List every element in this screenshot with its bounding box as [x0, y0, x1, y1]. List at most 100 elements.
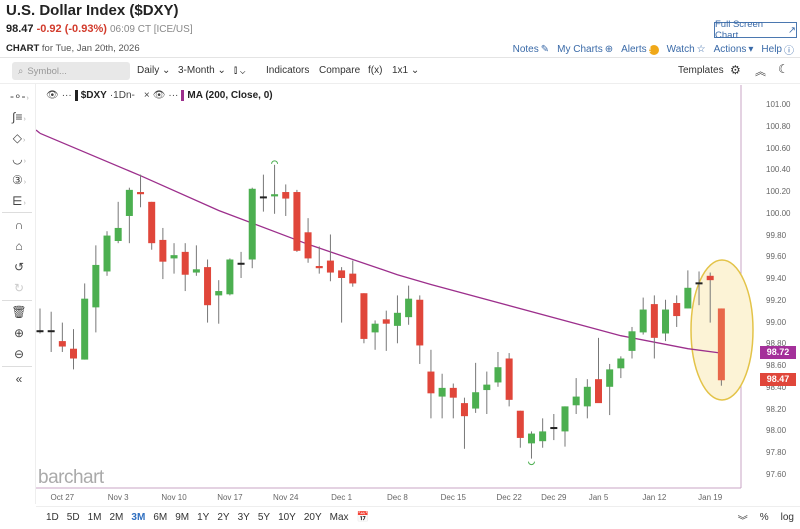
candle-body: [449, 387, 457, 398]
candle-body: [706, 275, 714, 281]
trash-icon[interactable]: 🗑: [11, 305, 27, 319]
redo-icon[interactable]: ↻: [13, 281, 25, 295]
range-5y[interactable]: 5Y: [257, 512, 271, 523]
candle: [92, 245, 100, 333]
range-1y[interactable]: 1Y: [197, 512, 210, 523]
candle-body: [137, 192, 145, 195]
range-2m[interactable]: 2M: [109, 512, 124, 523]
moon-icon[interactable]: ☾: [778, 62, 789, 76]
range-max[interactable]: Max: [329, 512, 349, 523]
range-6m[interactable]: 6M: [153, 512, 168, 523]
collapse-down-icon[interactable]: ︾: [737, 516, 748, 527]
candle: [427, 349, 435, 419]
zoom-out-icon[interactable]: ⊖: [13, 347, 25, 361]
undo-icon[interactable]: ↺: [13, 260, 25, 274]
page-title: U.S. Dollar Index ($DXY): [6, 2, 179, 19]
low-marker: [527, 461, 535, 466]
y-tick-label: 100.20: [766, 187, 791, 197]
candle: [237, 251, 245, 278]
range-5d[interactable]: 5D: [66, 512, 80, 523]
candle-body: [92, 264, 100, 308]
price-chart[interactable]: [36, 85, 800, 506]
candle: [271, 164, 279, 214]
symbol-search-input[interactable]: ⌕ Symbol...: [12, 62, 130, 80]
full-screen-chart-button[interactable]: Full Screen Chart ↗: [714, 19, 797, 41]
interval-dropdown[interactable]: Daily ⌄: [137, 65, 170, 76]
period-dropdown[interactable]: 3-Month ⌄: [178, 65, 226, 76]
unlock-icon[interactable]: ⌂: [15, 239, 23, 253]
caret-down-icon: ▾: [748, 44, 754, 55]
candle: [36, 308, 44, 334]
collapse-left-icon[interactable]: «: [15, 372, 23, 386]
collapse-up-icon[interactable]: ︽: [755, 66, 766, 78]
range-20y[interactable]: 20Y: [303, 512, 322, 523]
actions-menu[interactable]: Actions ▾: [714, 44, 754, 55]
candle-body: [81, 298, 89, 360]
candle: [438, 373, 446, 419]
candle-body: [58, 341, 66, 347]
candle-body: [606, 369, 614, 387]
annotations-tool-icon[interactable]: ③›: [11, 173, 27, 187]
ma-color-swatch: [181, 90, 185, 101]
my-charts-link[interactable]: My Charts ⊕: [557, 44, 613, 55]
range-3y[interactable]: 3Y: [237, 512, 250, 523]
patterns-tool-icon[interactable]: ⋿›: [12, 194, 26, 208]
curves-tool-icon[interactable]: ◡›: [12, 152, 26, 166]
more-icon[interactable]: ···: [61, 90, 72, 101]
help-link[interactable]: Help ⓘ: [761, 42, 794, 57]
candle-body: [550, 427, 558, 430]
candle: [226, 258, 234, 296]
candle-body: [148, 201, 156, 244]
y-tick-label: 98.20: [766, 404, 787, 414]
calendar-icon[interactable]: 📅: [356, 512, 370, 523]
candle-body: [539, 431, 547, 442]
candle: [204, 259, 212, 323]
chevron-down-icon: ⌄: [217, 65, 226, 76]
crosshair-tool-icon[interactable]: -∘-›: [10, 89, 29, 103]
chevron-down-icon: ⌄: [162, 65, 171, 76]
y-tick-label: 100.80: [766, 121, 791, 131]
eye-icon[interactable]: 👁: [46, 90, 59, 101]
layout-dropdown[interactable]: 1x1 ⌄: [392, 65, 419, 76]
compare-button[interactable]: Compare: [319, 65, 361, 76]
eye-icon[interactable]: 👁: [152, 90, 166, 101]
range-1d[interactable]: 1D: [46, 512, 59, 523]
zoom-in-icon[interactable]: ⊕: [13, 326, 25, 340]
candle: [527, 431, 535, 459]
trend-lines-tool-icon[interactable]: ∫≡›: [12, 110, 26, 124]
x-tick-label: Dec 15: [440, 493, 466, 502]
range-2y[interactable]: 2Y: [217, 512, 230, 523]
indicators-button[interactable]: Indicators: [266, 65, 310, 76]
range-3m[interactable]: 3M: [131, 512, 146, 523]
candle-body: [516, 410, 524, 438]
log-scale-toggle[interactable]: log: [780, 512, 794, 523]
interval-label: Daily: [137, 65, 160, 76]
more-icon[interactable]: ···: [168, 90, 179, 101]
range-9m[interactable]: 9M: [175, 512, 190, 523]
y-tick-label: 98.00: [766, 426, 787, 436]
candle-body: [393, 312, 401, 326]
range-10y[interactable]: 10Y: [278, 512, 296, 523]
range-1m[interactable]: 1M: [87, 512, 102, 523]
x-tick-label: Jan 12: [642, 493, 667, 502]
magnet-icon[interactable]: ∩: [14, 218, 24, 232]
percent-scale-toggle[interactable]: %: [759, 512, 769, 523]
watch-link[interactable]: Watch ☆: [667, 44, 706, 55]
shapes-tool-icon[interactable]: ◇›: [12, 131, 26, 145]
candle: [449, 383, 457, 419]
candle: [81, 283, 89, 360]
chart-type-dropdown[interactable]: ⫾ ⌄: [234, 65, 245, 76]
gear-icon[interactable]: ⚙: [730, 63, 741, 77]
candle: [650, 295, 658, 359]
alerts-link[interactable]: Alerts!: [621, 44, 659, 55]
candle: [137, 174, 145, 208]
candle-body: [505, 358, 513, 400]
notes-link[interactable]: Notes ✎: [513, 44, 550, 55]
y-tick-label: 100.60: [766, 143, 791, 153]
close-icon[interactable]: ×: [143, 90, 150, 101]
fx-button[interactable]: f(x): [368, 65, 383, 76]
help-icon: ⓘ: [784, 46, 794, 57]
ma-value-badge: 98.72: [760, 346, 796, 359]
templates-button[interactable]: Templates: [678, 65, 724, 76]
legend-ma: MA (200, Close, 0): [187, 90, 273, 101]
